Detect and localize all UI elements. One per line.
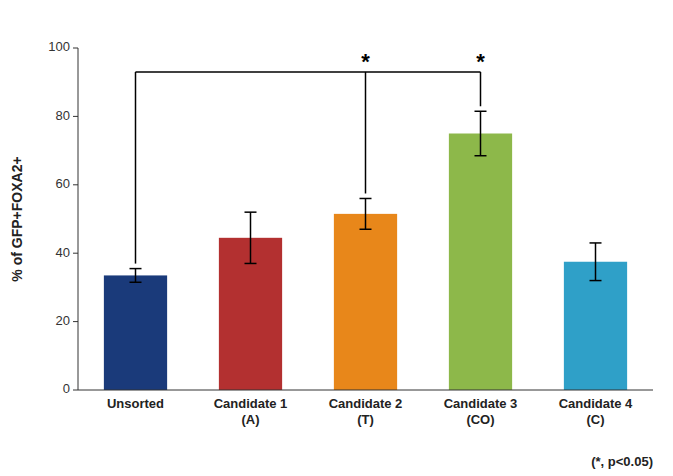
tick-mark	[73, 184, 78, 185]
annotation: (*, p<0.05)	[591, 454, 653, 469]
category-label: Candidate 4(C)	[559, 396, 633, 427]
bracket-drop	[135, 72, 137, 264]
tick-label: 80	[56, 108, 70, 123]
x-axis-line	[78, 390, 653, 391]
tick-mark	[73, 390, 78, 391]
significance-star: *	[476, 49, 485, 74]
error-bar	[130, 269, 142, 283]
category-label: Candidate 1(A)	[214, 396, 288, 427]
error-bar	[590, 243, 602, 281]
error-bar	[475, 111, 487, 155]
tick-label: 40	[56, 245, 70, 260]
significance-bracket: **	[136, 49, 486, 264]
category-label: Unsorted	[107, 396, 164, 411]
bracket-drop	[480, 72, 482, 106]
bar	[334, 214, 397, 390]
error-bar	[360, 198, 372, 229]
significance-star: *	[361, 49, 370, 74]
error-bar	[245, 212, 257, 263]
tick-label: 60	[56, 176, 70, 191]
bar	[449, 134, 512, 391]
bracket-line	[136, 71, 481, 73]
tick-mark	[73, 253, 78, 254]
tick-mark	[73, 116, 78, 117]
tick-label: 0	[63, 381, 70, 396]
y-axis-label: % of GFP+FOXA2+	[9, 156, 25, 281]
bracket-drop	[365, 72, 367, 194]
y-axis-line	[78, 48, 79, 390]
y-axis: 0 20 40 60 80 100	[48, 39, 78, 396]
tick-label: 100	[48, 39, 70, 54]
tick-label: 20	[56, 313, 70, 328]
chart: 0 20 40 60 80 100 % of GFP+FOXA2+ Unsorted Candi…	[0, 0, 673, 476]
bar	[104, 275, 167, 390]
tick-mark	[73, 321, 78, 322]
category-label: Candidate 2(T)	[329, 396, 403, 427]
bar	[564, 262, 627, 390]
category-label: Candidate 3(CO)	[444, 396, 518, 427]
tick-mark	[73, 48, 78, 49]
